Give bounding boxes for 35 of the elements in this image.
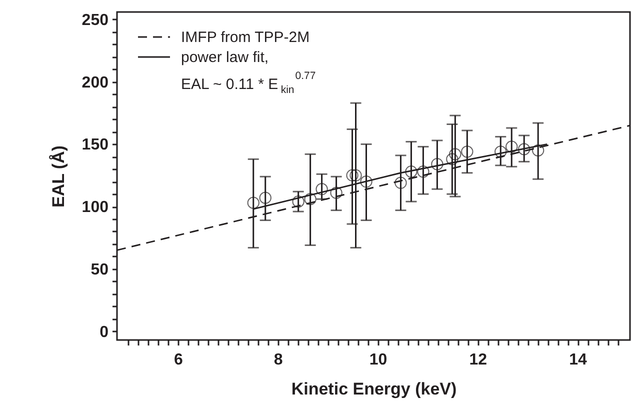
legend-label: power law fit, — [181, 49, 269, 66]
point — [292, 195, 304, 208]
point — [346, 169, 358, 182]
point — [247, 196, 260, 209]
legend-label: IMFP from TPP-2M — [181, 29, 310, 46]
point — [350, 169, 362, 182]
x-axis-title: Kinetic Energy (keV) — [291, 380, 457, 398]
point — [446, 153, 458, 166]
point — [518, 143, 530, 156]
y-tick-label: 0 — [100, 324, 109, 341]
x-tick-label: 14 — [569, 352, 588, 368]
x-tick-label: 10 — [369, 352, 388, 368]
point — [330, 186, 342, 199]
x-tick-label: 8 — [274, 352, 283, 368]
point — [316, 183, 328, 196]
y-tick-label: 50 — [90, 261, 109, 278]
point — [494, 146, 507, 158]
point — [449, 148, 462, 160]
y-tick-label: 250 — [82, 12, 109, 29]
point — [304, 192, 316, 206]
point — [532, 144, 544, 157]
y-axis-title: EAL (Å) — [48, 145, 68, 208]
point — [431, 158, 444, 170]
point — [417, 166, 430, 178]
point — [506, 140, 518, 153]
point — [360, 176, 372, 188]
point — [259, 192, 272, 204]
x-tick-label: 12 — [469, 352, 488, 368]
y-tick-label: 150 — [82, 136, 109, 154]
point — [405, 166, 418, 178]
y-tick-label: 200 — [82, 74, 109, 92]
point — [461, 146, 474, 158]
point — [394, 176, 407, 189]
y-tick-label: 100 — [82, 199, 109, 216]
x-tick-label: 6 — [174, 352, 183, 368]
